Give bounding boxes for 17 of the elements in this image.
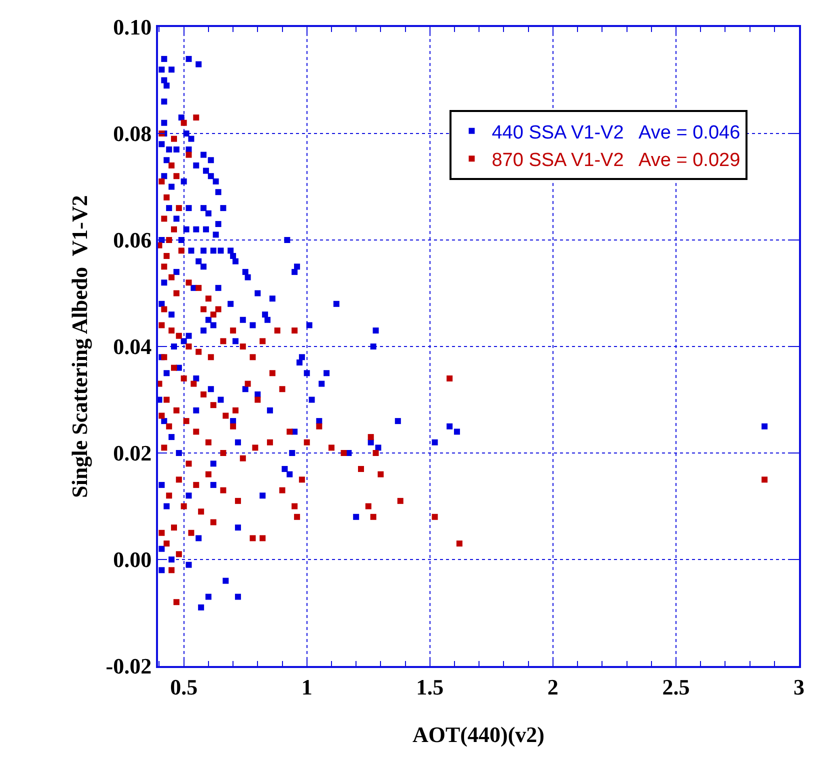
- x-tick-label: 3: [794, 674, 804, 700]
- y-tick-label: -0.02: [106, 654, 152, 679]
- y-tick-label: 0.00: [113, 547, 152, 572]
- x-tick-label: 2.5: [662, 674, 690, 700]
- x-tick-label: 1.5: [416, 674, 444, 700]
- y-tick-label: 0.04: [113, 334, 152, 360]
- y-tick-label: 0.06: [113, 228, 152, 253]
- x-tick-label: 0.5: [170, 674, 198, 700]
- legend-label: 440 SSA V1-V2 Ave = 0.046: [492, 122, 740, 144]
- y-tick-label: 0.08: [113, 121, 152, 146]
- x-tick-label: 1: [301, 674, 312, 700]
- y-tick-label: 0.10: [113, 14, 152, 40]
- y-axis-title: Single Scattering Albedo V1-V2: [67, 195, 92, 498]
- y-tick-label: 0.02: [113, 440, 152, 466]
- x-tick-label: 2: [547, 674, 558, 700]
- legend-label: 870 SSA V1-V2 Ave = 0.029: [492, 150, 740, 172]
- x-axis-title: AOT(440)(v2): [412, 722, 544, 747]
